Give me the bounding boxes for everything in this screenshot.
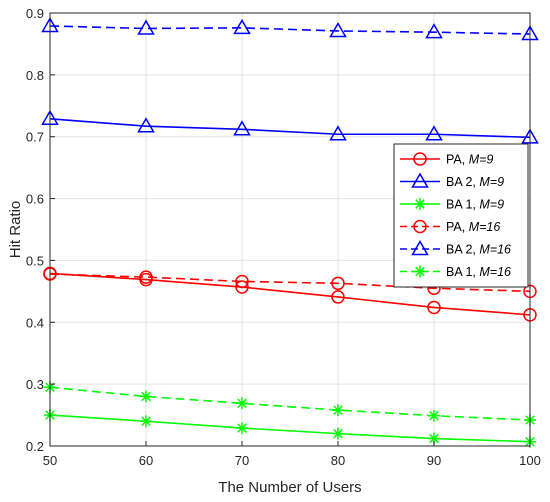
data-point	[139, 270, 153, 284]
y-tick-label: 0.7	[26, 130, 44, 145]
data-point	[236, 422, 248, 435]
y-tick-label: 0.3	[26, 377, 44, 392]
legend-marker	[411, 239, 429, 256]
legend-series-name: PA,	[446, 220, 469, 234]
legend-series-param: M=9	[479, 198, 504, 212]
data-point	[137, 117, 155, 133]
series-line	[49, 25, 531, 35]
data-point	[235, 274, 249, 289]
data-point	[137, 19, 155, 35]
data-point	[331, 276, 345, 291]
legend-marker	[413, 219, 427, 234]
legend-series-param: M=16	[469, 220, 501, 234]
legend-series-param: M=9	[479, 175, 504, 189]
data-point	[331, 290, 345, 304]
data-point	[235, 280, 249, 294]
y-tick-label: 0.6	[26, 192, 44, 207]
legend-series-name: PA,	[446, 153, 469, 167]
data-point	[233, 18, 251, 35]
series-layer	[41, 16, 539, 448]
data-point	[332, 404, 344, 417]
series-line	[49, 386, 531, 421]
y-tick-label: 0.8	[26, 68, 44, 83]
data-point	[140, 390, 152, 403]
legend-entry: BA 1, M=9	[400, 198, 504, 212]
y-tick-label: 0.5	[26, 253, 44, 268]
legend-entry: PA, M=16	[400, 219, 500, 234]
x-tick-label: 50	[43, 453, 57, 468]
legend-marker	[413, 152, 427, 166]
x-axis-label: The Number of Users	[218, 479, 361, 496]
legend-entry: BA 1, M=16	[400, 265, 511, 279]
data-point	[427, 300, 441, 315]
x-tick-label: 60	[139, 453, 153, 468]
legend-marker	[414, 265, 426, 278]
y-axis-label: Hit Ratio	[7, 201, 24, 259]
legend-box	[393, 143, 529, 288]
legend-label: PA, M=9	[446, 153, 493, 167]
legend-label: BA 2, M=16	[446, 243, 511, 257]
data-point	[329, 21, 347, 38]
legend-label: BA 1, M=16	[446, 265, 511, 279]
data-point	[332, 427, 344, 440]
legend-marker	[414, 198, 426, 210]
x-tick-label: 80	[331, 453, 345, 468]
legend-label: BA 2, M=9	[446, 175, 504, 189]
x-tick-label: 90	[427, 453, 441, 468]
y-tick-label: 0.2	[26, 439, 44, 454]
y-tick-label: 0.9	[26, 6, 44, 21]
legend-series-name: BA 2,	[446, 243, 479, 257]
legend-label: BA 1, M=9	[446, 198, 504, 212]
data-point	[428, 409, 440, 422]
legend-entry: BA 2, M=16	[400, 239, 511, 257]
legend-marker	[411, 172, 429, 188]
plot-frame	[49, 12, 531, 447]
data-point	[140, 415, 152, 428]
series-5	[41, 16, 539, 41]
series-line	[49, 414, 531, 443]
legend-series-param: M=9	[469, 153, 494, 167]
legend-entry: BA 2, M=9	[400, 172, 504, 189]
data-point	[329, 125, 347, 141]
data-point	[236, 397, 248, 410]
y-tick-label: 0.4	[26, 315, 44, 330]
x-tick-label: 70	[235, 453, 249, 468]
series-3	[44, 409, 536, 448]
legend-series-param: M=16	[479, 243, 511, 257]
data-point	[425, 125, 443, 141]
data-point	[425, 23, 443, 39]
legend-label: PA, M=16	[446, 220, 500, 234]
legend-series-param: M=16	[479, 265, 511, 279]
legend-series-name: BA 1,	[446, 198, 479, 212]
data-point	[233, 120, 251, 136]
axis-ticks: 50 60 70 80 90 100 0.2 0.3 0.4 0.5 0.6 0.7 0.8 0.9	[26, 6, 541, 468]
series-line	[49, 117, 531, 139]
x-tick-label: 100	[519, 453, 541, 468]
legend-series-name: BA 2,	[446, 175, 479, 189]
series-line	[49, 273, 531, 293]
series-line	[49, 272, 531, 316]
legend-series-name: BA 1,	[446, 265, 479, 279]
legend-entry: PA, M=9	[400, 152, 493, 167]
